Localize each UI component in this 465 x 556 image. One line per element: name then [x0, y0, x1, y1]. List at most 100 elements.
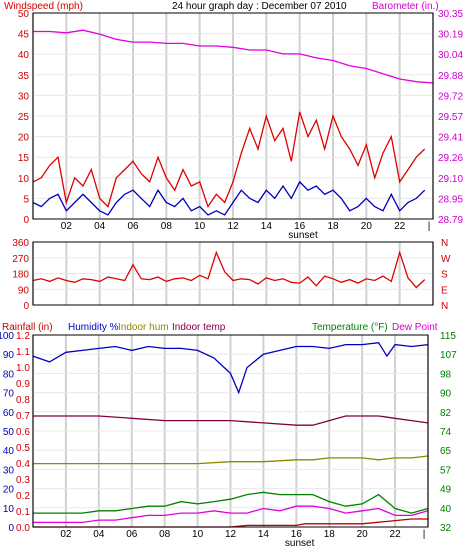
rainfall-tick: 0.2 — [16, 491, 30, 502]
x-tick-label: 18 — [324, 529, 336, 540]
direction-tick: 90 — [18, 285, 30, 296]
temperature-tick: 107 — [440, 350, 457, 361]
humidity-tick: 30 — [3, 465, 15, 476]
x-tick-label: 04 — [93, 529, 105, 540]
compass-tick: N — [441, 238, 448, 249]
x-tick-label: 04 — [94, 221, 106, 232]
rainfall-tick: 0.8 — [16, 395, 30, 406]
x-tick-label: 16 — [294, 221, 306, 232]
graph-title: 24 hour graph day : December 07 2010 — [172, 1, 347, 12]
barometer-tick: 29.57 — [438, 112, 463, 123]
sunset-label: sunset — [288, 230, 318, 241]
windspeed-tick: 50 — [18, 9, 30, 20]
rainfall-series — [33, 518, 428, 528]
barometer-tick: 29.26 — [438, 153, 463, 164]
x-tick-label: 20 — [361, 221, 373, 232]
temperature-series — [33, 491, 429, 514]
rainfall-axis-title: Rainfall (in) — [2, 322, 53, 333]
windspeed-tick: 10 — [18, 174, 30, 185]
barometer-tick: 29.41 — [438, 133, 463, 144]
compass-tick: S — [441, 270, 448, 281]
x-tick-label: 12 — [225, 529, 237, 540]
x-tick-label: 22 — [390, 529, 402, 540]
x-end-tick: | — [423, 529, 426, 540]
humidity-tick: 60 — [3, 408, 15, 419]
rainfall-tick: 0.7 — [16, 411, 30, 422]
rainfall-tick: 1.1 — [16, 347, 30, 358]
x-tick-label: 16 — [291, 529, 303, 540]
temperature-tick: 32 — [440, 523, 452, 534]
temperature-tick: 65 — [440, 446, 452, 457]
direction-tick: 0 — [23, 301, 29, 312]
direction-tick: 270 — [12, 254, 29, 265]
humidity-tick: 90 — [3, 350, 15, 361]
x-tick-label: 08 — [161, 221, 173, 232]
barometer-tick: 29.10 — [438, 174, 463, 185]
rainfall-tick: 0.0 — [16, 523, 30, 534]
x-end-tick: | — [428, 221, 431, 232]
humidity-tick: 50 — [3, 427, 15, 438]
x-tick-label: 14 — [261, 221, 273, 232]
temperature-tick: 74 — [440, 427, 452, 438]
compass-tick: E — [441, 285, 448, 296]
x-tick-label: 14 — [258, 529, 270, 540]
humidity-tick: 10 — [3, 504, 15, 515]
indoor-hum-legend: Indoor hum — [118, 322, 169, 333]
temperature-tick: 49 — [440, 485, 452, 496]
rainfall-tick: 1.0 — [16, 363, 30, 374]
x-tick-label: 10 — [192, 529, 204, 540]
humidity-tick: 100 — [0, 331, 14, 342]
windspeed-tick: 5 — [23, 194, 29, 205]
barometer-tick: 29.88 — [438, 71, 463, 82]
rainfall-tick: 0.9 — [16, 379, 30, 390]
dew-point-series — [33, 505, 429, 524]
barometer-tick: 30.19 — [438, 30, 463, 41]
temperature-tick: 82 — [440, 408, 452, 419]
barometer-axis-title: Barometer (in.) — [372, 1, 439, 12]
indoor-temp-legend: Indoor temp — [172, 322, 226, 333]
direction-panel-frame — [32, 241, 434, 306]
direction-tick: 360 — [12, 238, 29, 249]
wind-panel-frame — [32, 12, 434, 220]
x-tick-label: 20 — [357, 529, 369, 540]
x-tick-label: 06 — [126, 529, 138, 540]
barometer-tick: 28.95 — [438, 194, 463, 205]
barometer-tick: 30.04 — [438, 50, 463, 61]
x-tick-label: 22 — [394, 221, 406, 232]
temperature-legend: Temperature (°F) — [312, 322, 388, 333]
temperature-tick: 90 — [440, 389, 452, 400]
windspeed-tick: 0 — [23, 215, 29, 226]
x-tick-label: 08 — [159, 529, 171, 540]
humidity-series — [32, 342, 429, 395]
windspeed-tick: 40 — [18, 50, 30, 61]
wind-average-series — [32, 180, 426, 216]
rainfall-tick: 0.4 — [16, 459, 30, 470]
temperature-panel-frame — [32, 334, 429, 528]
rainfall-tick: 0.6 — [16, 427, 30, 438]
humidity-legend: Humidity % — [68, 322, 119, 333]
humidity-tick: 20 — [3, 485, 15, 496]
temperature-tick: 40 — [440, 504, 452, 515]
rainfall-tick: 1.2 — [16, 331, 30, 342]
indoor-hum-series — [33, 455, 429, 465]
x-tick-label: 02 — [61, 221, 73, 232]
temperature-tick: 115 — [440, 331, 456, 342]
direction-tick: 180 — [12, 270, 29, 281]
humidity-tick: 0 — [8, 523, 14, 534]
windspeed-tick: 30 — [18, 91, 30, 102]
barometer-series — [33, 29, 434, 84]
windspeed-tick: 15 — [18, 153, 30, 164]
windspeed-tick: 20 — [18, 133, 30, 144]
x-tick-label: 02 — [60, 529, 72, 540]
indoor-temp-series — [33, 415, 429, 426]
temperature-tick: 57 — [440, 465, 452, 476]
wind-direction-series — [32, 250, 426, 289]
sunset-label: sunset — [285, 538, 315, 549]
x-tick-label: 06 — [127, 221, 139, 232]
windspeed-tick: 35 — [18, 71, 30, 82]
humidity-tick: 40 — [3, 446, 15, 457]
x-tick-label: 10 — [194, 221, 206, 232]
x-tick-label: 18 — [327, 221, 339, 232]
windspeed-tick: 45 — [18, 30, 30, 41]
